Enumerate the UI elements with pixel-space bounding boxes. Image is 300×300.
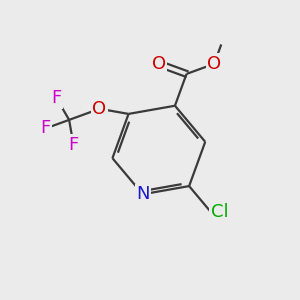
Text: Cl: Cl bbox=[211, 203, 229, 221]
Text: O: O bbox=[207, 55, 221, 73]
Text: N: N bbox=[136, 185, 149, 203]
Text: O: O bbox=[92, 100, 106, 118]
Text: F: F bbox=[68, 136, 79, 154]
Text: O: O bbox=[152, 55, 166, 73]
Text: F: F bbox=[40, 119, 51, 137]
Text: F: F bbox=[52, 89, 62, 107]
